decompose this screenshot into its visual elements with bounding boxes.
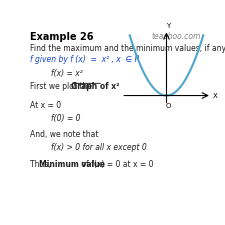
Text: O: O: [166, 103, 171, 109]
Text: X: X: [213, 92, 217, 99]
Text: First we plot the: First we plot the: [30, 82, 94, 91]
Text: of f(x) = 0 at x = 0: of f(x) = 0 at x = 0: [79, 160, 153, 169]
Text: f(x) > 0 for all x except 0: f(x) > 0 for all x except 0: [51, 143, 146, 152]
Text: Y: Y: [166, 22, 170, 29]
Text: f(x) = x²: f(x) = x²: [51, 69, 83, 78]
Text: And, we note that: And, we note that: [30, 130, 98, 139]
Text: teachoo.com: teachoo.com: [151, 32, 201, 41]
Text: Graph of x²: Graph of x²: [71, 82, 119, 91]
Text: Find the maximum and the minimum values, if any, of the function: Find the maximum and the minimum values,…: [30, 44, 225, 53]
Text: f given by f (x)  =  x² , x  ∈ R: f given by f (x) = x² , x ∈ R: [30, 55, 140, 64]
Text: Thus,: Thus,: [30, 160, 53, 169]
Text: At x = 0: At x = 0: [30, 101, 61, 110]
Text: Minimum value: Minimum value: [39, 160, 106, 169]
Text: Example 26: Example 26: [30, 32, 93, 42]
Text: f(0) = 0: f(0) = 0: [51, 115, 80, 124]
